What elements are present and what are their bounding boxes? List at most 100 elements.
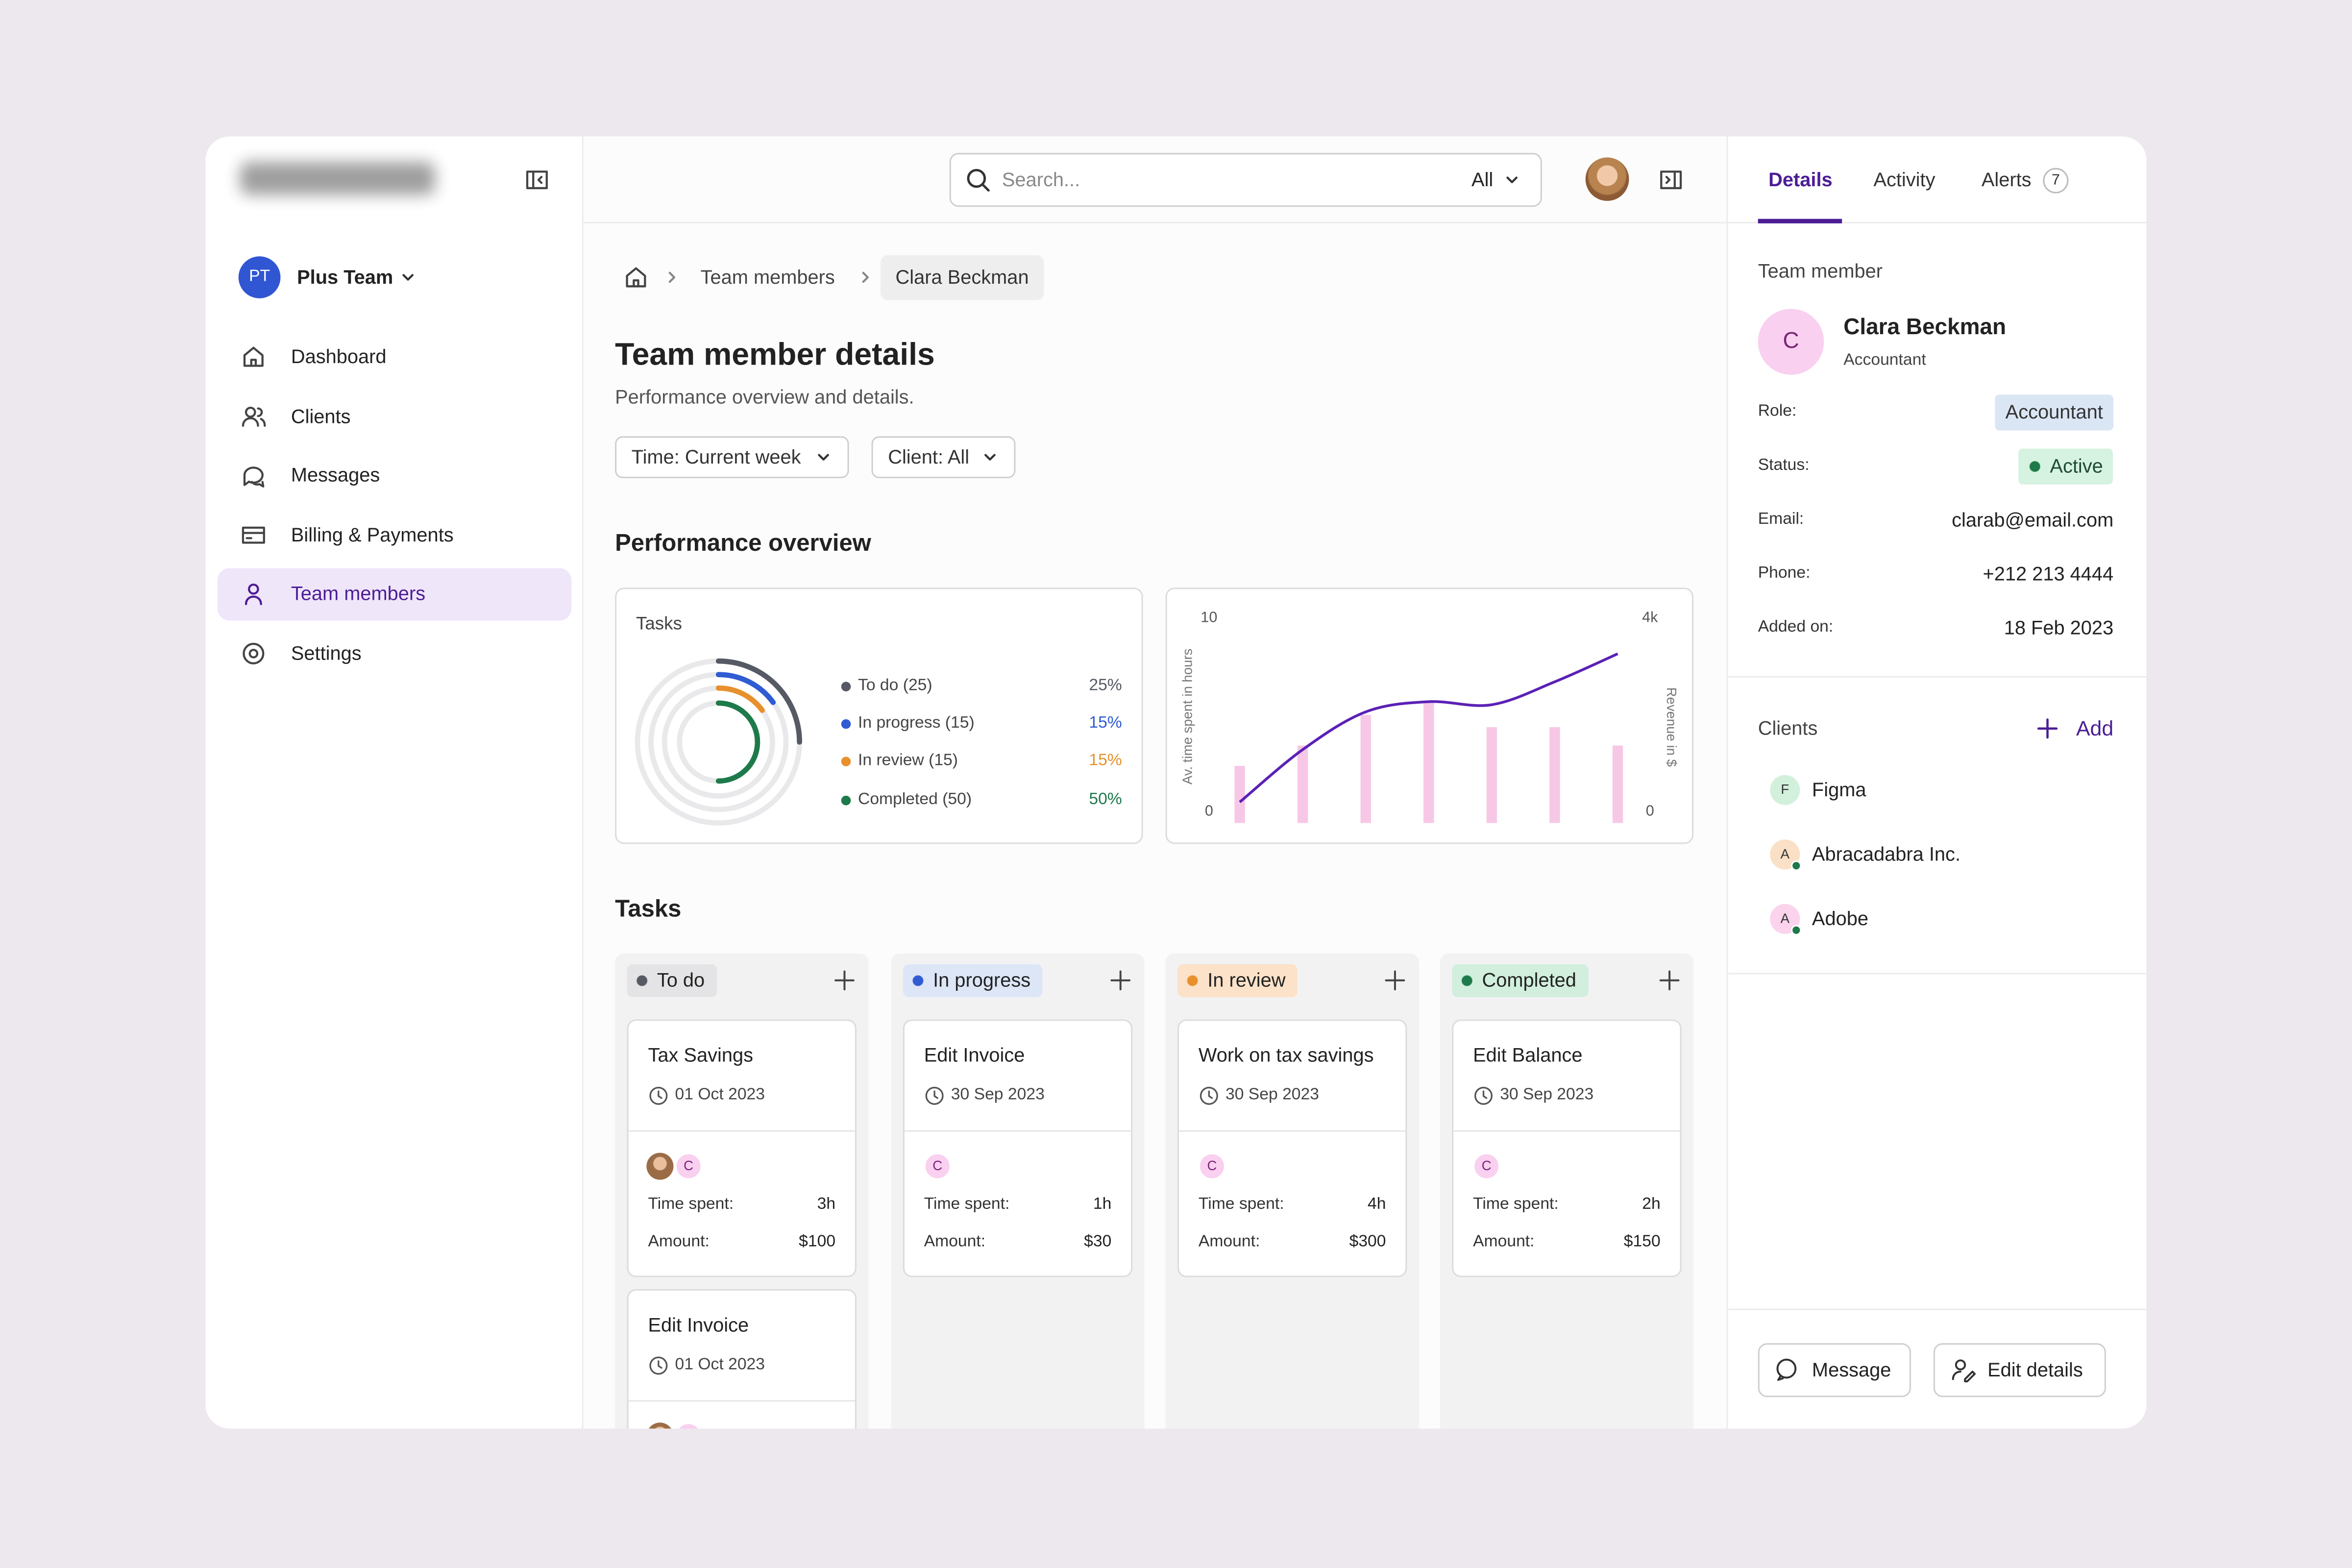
value-label: 25%	[1089, 676, 1122, 695]
breadcrumb-link[interactable]: Team members	[700, 266, 835, 289]
section-title: Tasks	[615, 897, 682, 923]
field-label: Amount:	[1198, 1232, 1260, 1251]
y-axis-title: Av. time spent in hours	[1179, 648, 1195, 785]
filter-button[interactable]	[615, 436, 849, 478]
time-spent: 3h	[817, 1195, 836, 1214]
nav-item[interactable]: Messages	[291, 463, 380, 486]
field-label: Time spent:	[924, 1195, 1010, 1214]
assignee-initial: C	[1481, 1158, 1492, 1174]
assignee-avatar	[1198, 1152, 1226, 1180]
task-title: Edit Invoice	[648, 1313, 749, 1336]
amount: $150	[1623, 1232, 1661, 1251]
team-name[interactable]: Plus Team	[297, 266, 393, 289]
client-initial: F	[1781, 782, 1789, 797]
amount: $30	[1084, 1232, 1112, 1251]
breadcrumb-current: Clara Beckman	[880, 255, 1044, 300]
search-placeholder: Search...	[1002, 168, 1080, 191]
y-tick-label: 10	[1200, 610, 1218, 627]
task-date: 30 Sep 2023	[951, 1086, 1045, 1104]
field-label: Amount:	[1473, 1232, 1535, 1251]
section-title: Performance overview	[615, 531, 871, 557]
assignee-photo	[646, 1152, 674, 1180]
tab[interactable]: Details	[1768, 168, 1833, 191]
task-date: 01 Oct 2023	[675, 1355, 765, 1374]
field-label: Status:	[1758, 456, 1810, 474]
client-initial: A	[1780, 910, 1790, 926]
nav-item[interactable]: Clients	[291, 405, 351, 428]
nav-active-bg	[217, 568, 572, 621]
assignee-avatar	[1473, 1152, 1500, 1180]
member-initial: C	[1783, 328, 1799, 354]
nav-item[interactable]: Billing & Payments	[291, 523, 454, 546]
nav-item[interactable]: Team members	[291, 582, 426, 605]
client-name[interactable]: Adobe	[1812, 907, 1869, 930]
legend-label: To do (25)	[858, 676, 932, 695]
member-avatar	[1758, 309, 1824, 375]
y-tick-label: 0	[1204, 803, 1213, 820]
task-title: Tax Savings	[648, 1043, 754, 1066]
value-label: 50%	[1089, 790, 1122, 809]
nav-icon	[242, 526, 265, 544]
alerts-count: 7	[2051, 172, 2060, 188]
y2-axis-title: Revenue in $	[1664, 687, 1679, 767]
client-name[interactable]: Abracadabra Inc.	[1812, 842, 1961, 865]
alerts-badge	[2043, 168, 2069, 194]
client-name[interactable]: Figma	[1812, 778, 1866, 801]
task-card	[1452, 1019, 1682, 1277]
time-spent: 4h	[1368, 1195, 1386, 1214]
user-avatar	[1585, 157, 1629, 201]
field-value: Accountant	[1995, 394, 2114, 430]
card-divider	[1179, 1130, 1406, 1132]
filter-label: Client: All	[888, 445, 970, 468]
time-spent: 2h	[1642, 1195, 1661, 1214]
time-spent: 1h	[1093, 1195, 1112, 1214]
logo	[240, 162, 435, 195]
search-box[interactable]	[949, 153, 1542, 207]
field-value: +212 213 4444	[1983, 562, 2114, 585]
y2-tick-label: 4k	[1642, 610, 1658, 627]
collapse-icon	[526, 171, 548, 190]
y2-tick-label: 0	[1645, 803, 1654, 820]
legend-label: In review (15)	[858, 751, 958, 770]
assignee-initial: C	[684, 1158, 694, 1174]
tab[interactable]: Alerts	[1981, 168, 2032, 191]
field-label: Time spent:	[1198, 1195, 1284, 1214]
chevron	[402, 274, 414, 281]
nav-item[interactable]: Dashboard	[291, 345, 387, 368]
task-date: 01 Oct 2023	[675, 1086, 765, 1104]
task-title: Work on tax savings	[1198, 1043, 1374, 1066]
nav-item[interactable]: Settings	[291, 642, 362, 664]
tab[interactable]: Activity	[1873, 168, 1936, 191]
team-avatar	[238, 256, 281, 298]
amount: $100	[799, 1232, 836, 1251]
assignee-initial: C	[932, 1158, 943, 1174]
search-scope[interactable]: All	[1471, 168, 1494, 191]
member-name: Clara Beckman	[1843, 315, 2007, 341]
panel-section-title: Team member	[1758, 259, 1883, 282]
nav-icon	[242, 407, 266, 427]
online-dot	[1791, 860, 1802, 871]
right-divider	[1726, 136, 1728, 1429]
panel-divider	[1728, 973, 2147, 975]
legend-label: Completed (50)	[858, 790, 972, 809]
client-initial: A	[1780, 846, 1790, 861]
trend-chart-card	[1165, 588, 1694, 844]
card-divider	[628, 1400, 855, 1402]
value-label: 15%	[1089, 714, 1122, 733]
task-card	[627, 1019, 857, 1277]
field-value: clarab@email.com	[1952, 508, 2114, 531]
clients-title: Clients	[1758, 716, 1818, 739]
assignee-initial: C	[1207, 1158, 1217, 1174]
card-title: Tasks	[636, 612, 682, 634]
field-label: Role:	[1758, 402, 1797, 420]
card-divider	[1453, 1130, 1680, 1132]
field-value: 18 Feb 2023	[2004, 616, 2114, 639]
add-client[interactable]: Add	[2076, 716, 2114, 740]
online-dot	[1791, 925, 1802, 936]
panel-divider	[1728, 1308, 2147, 1310]
button-label: Message	[1812, 1358, 1891, 1381]
add-icon	[2037, 718, 2058, 739]
task-date: 30 Sep 2023	[1225, 1086, 1319, 1104]
field-label: Amount:	[648, 1232, 710, 1251]
